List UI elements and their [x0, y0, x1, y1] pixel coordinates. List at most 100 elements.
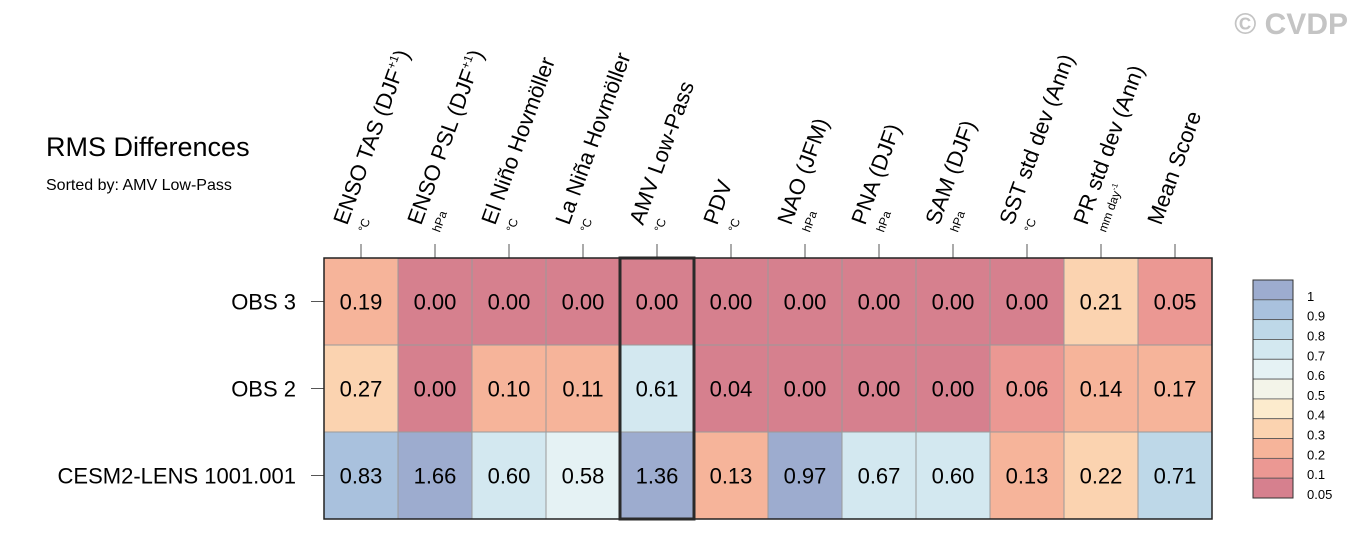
cell-value-label: 1.66 — [414, 464, 457, 489]
column-labels: ENSO TAS (DJF+1)°C ENSO PSL (DJF+1)hPa El … — [328, 46, 1206, 234]
heatmap-cell — [1137, 257, 1213, 346]
heatmap-cell — [693, 257, 769, 346]
colorbar-swatch — [1252, 477, 1294, 499]
column-unit: °C — [1021, 216, 1039, 234]
row-labels: OBS 3 OBS 2 CESM2-LENS 1001.001 — [58, 290, 296, 489]
column-unit: hPa — [429, 209, 450, 234]
row-label: CESM2-LENS 1001.001 — [58, 464, 296, 489]
cell-value-label: 0.71 — [1154, 464, 1197, 489]
colorbar-swatch — [1252, 457, 1294, 479]
heatmap-cell — [545, 257, 621, 346]
heatmap-cell — [397, 257, 473, 346]
colorbar-swatch — [1252, 378, 1294, 400]
heatmap-cell — [989, 257, 1065, 346]
watermark: © CVDP — [1234, 8, 1348, 41]
colorbar-swatch — [1252, 279, 1294, 301]
heatmap-cell — [767, 431, 843, 520]
axis-ticks — [311, 244, 1176, 476]
cell-value-label: 0.10 — [488, 377, 531, 402]
cell-value-label: 0.19 — [340, 290, 383, 315]
heatmap-cell — [619, 431, 695, 520]
cell-value-labels: 0.19 0.00 0.00 0.00 0.00 0.00 0.00 0.00 0.00 0.00… — [340, 290, 1197, 489]
cell-value-label: 0.22 — [1080, 464, 1123, 489]
colorbar-label: 0.7 — [1307, 348, 1325, 363]
column-label-group: SAM (DJF)hPa — [920, 117, 981, 234]
heatmap-cell — [1063, 344, 1139, 433]
cell-value-label: 0.58 — [562, 464, 605, 489]
colorbar-label: 0.6 — [1307, 368, 1325, 383]
cell-value-label: 0.61 — [636, 377, 679, 402]
cell-value-label: 0.13 — [1006, 464, 1049, 489]
colorbar-label: 0.5 — [1307, 388, 1325, 403]
cell-value-label: 0.05 — [1154, 290, 1197, 315]
chart-title: RMS Differences — [46, 132, 250, 162]
heatmap-cell — [323, 344, 399, 433]
colorbar-swatch — [1252, 339, 1294, 360]
cell-value-label: 0.00 — [414, 290, 457, 315]
column-label: ENSO PSL (DJF+1) — [402, 46, 488, 227]
colorbar: 1 0.9 0.8 0.7 0.6 0.5 0.4 0.3 0.2 0.1 0.05 — [1252, 279, 1332, 502]
cell-value-label: 0.13 — [710, 464, 753, 489]
column-unit: hPa — [799, 209, 820, 234]
cell-value-label: 0.00 — [562, 290, 605, 315]
cell-value-label: 1.36 — [636, 464, 679, 489]
colorbar-swatch — [1252, 438, 1294, 459]
column-unit: °C — [651, 216, 669, 234]
column-label: El Niño Hovmöller — [476, 54, 560, 228]
cell-value-label: 0.00 — [858, 377, 901, 402]
heatmap-cell — [1137, 431, 1213, 520]
colorbar-label: 0.8 — [1307, 328, 1325, 343]
column-unit: hPa — [947, 209, 968, 234]
column-label: La Niña Hovmöller — [550, 49, 635, 228]
heatmap-cell — [619, 344, 695, 433]
heatmap-cell — [841, 257, 917, 346]
cell-value-label: 0.00 — [1006, 290, 1049, 315]
column-unit: hPa — [873, 209, 894, 234]
cell-value-label: 0.00 — [858, 290, 901, 315]
heatmap-cell — [545, 431, 621, 520]
heatmap-cell — [989, 344, 1065, 433]
heatmap-cell — [915, 344, 991, 433]
cell-value-label: 0.60 — [932, 464, 975, 489]
heatmap-cell — [397, 344, 473, 433]
column-unit: °C — [577, 216, 595, 234]
column-label: NAO (JFM) — [772, 115, 834, 228]
column-label-group: PDV°C — [698, 176, 743, 234]
heatmap-cell — [1063, 431, 1139, 520]
column-label-group: PNA (DJF)hPa — [846, 120, 905, 234]
colorbar-label: 0.3 — [1307, 428, 1325, 443]
cell-value-label: 0.00 — [710, 290, 753, 315]
cell-value-label: 0.00 — [488, 290, 531, 315]
highlight-box — [618, 256, 696, 521]
cell-value-label: 0.27 — [340, 377, 383, 402]
cell-value-label: 0.97 — [784, 464, 827, 489]
colorbar-frame — [1252, 279, 1294, 499]
cell-value-label: 0.83 — [340, 464, 383, 489]
colorbar-swatch — [1252, 398, 1294, 420]
heatmap-cell — [841, 344, 917, 433]
cell-value-label: 0.04 — [710, 377, 753, 402]
column-label-group: Mean Score — [1142, 108, 1206, 228]
colorbar-label: 1 — [1307, 289, 1314, 304]
cell-value-label: 0.11 — [562, 377, 603, 402]
column-label: ENSO TAS (DJF+1) — [328, 46, 414, 227]
colorbar-label: 0.05 — [1307, 487, 1332, 502]
heatmap-cell — [545, 344, 621, 433]
column-label-group: NAO (JFM)hPa — [772, 115, 834, 234]
colorbar-label: 0.9 — [1307, 309, 1325, 324]
cell-value-label: 0.60 — [488, 464, 531, 489]
row-label: OBS 2 — [231, 377, 296, 402]
cell-value-label: 0.06 — [1006, 377, 1049, 402]
cell-value-label: 0.00 — [414, 377, 457, 402]
cell-value-label: 0.00 — [784, 290, 827, 315]
heatmap-cell — [619, 257, 695, 346]
cell-value-label: 0.67 — [858, 464, 901, 489]
colorbar-swatch — [1252, 319, 1294, 340]
row-label: OBS 3 — [231, 290, 296, 315]
column-label: Mean Score — [1142, 108, 1206, 228]
cell-value-label: 0.21 — [1080, 290, 1123, 315]
cell-value-label: 0.00 — [932, 290, 975, 315]
cell-value-label: 0.00 — [636, 290, 679, 315]
cell-value-label: 0.00 — [932, 377, 975, 402]
